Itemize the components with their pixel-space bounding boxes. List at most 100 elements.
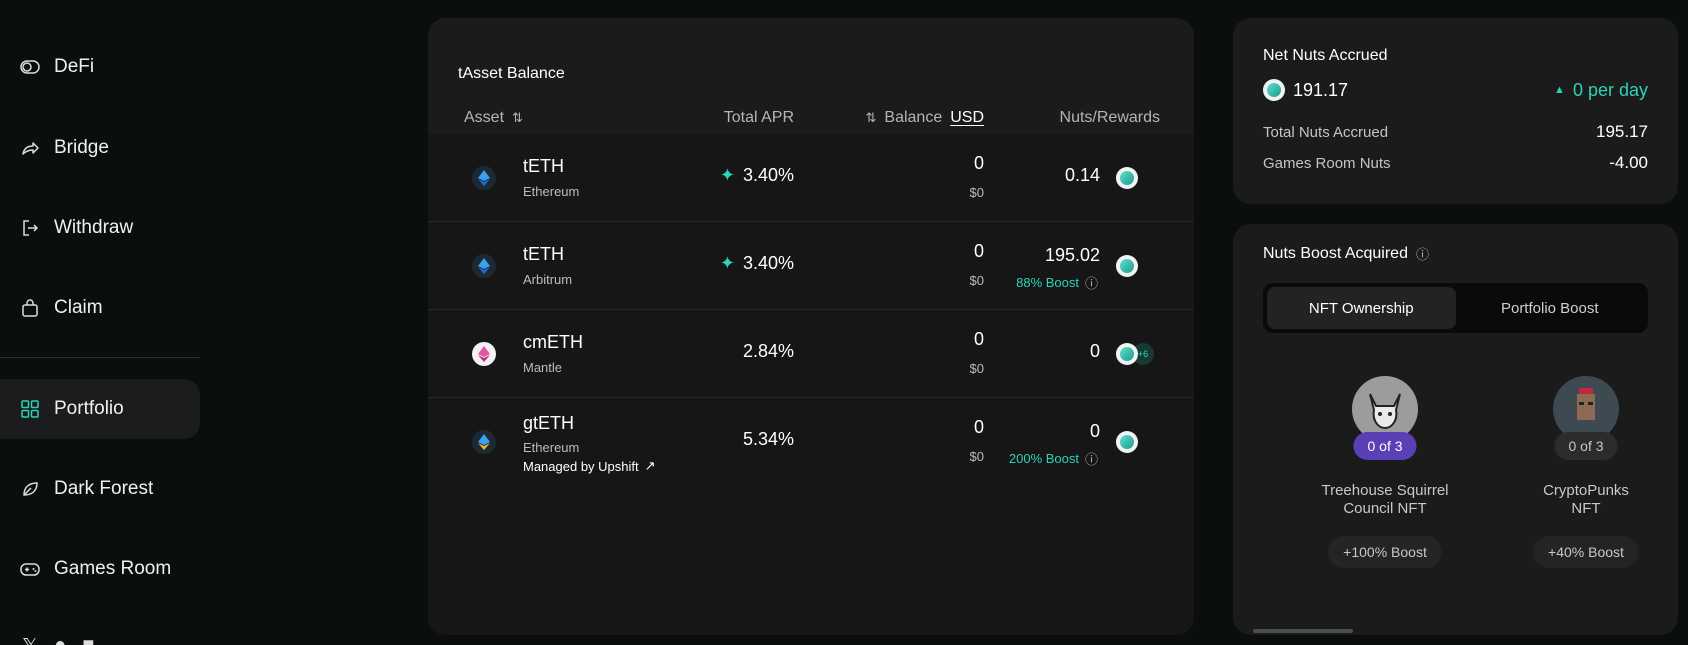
apr-text: 3.40% bbox=[742, 253, 794, 273]
ethereum-icon bbox=[472, 166, 496, 190]
nft-card-cryptopunks[interactable]: 0 of 3 CryptoPunks NFT +40% Boost bbox=[1516, 376, 1656, 568]
apr-value: ✦ 3.40% bbox=[720, 165, 794, 186]
net-nuts-panel: Net Nuts Accrued 191.17 ▲ 0 per day Tota… bbox=[1233, 18, 1678, 204]
balance-usd: $0 bbox=[969, 185, 984, 200]
boost-tabs: NFT Ownership Portfolio Boost bbox=[1263, 283, 1648, 333]
grid-icon bbox=[20, 399, 40, 419]
nav-item-claim[interactable]: Claim bbox=[0, 278, 200, 338]
asset-name: cmETH bbox=[523, 332, 583, 352]
sidebar: DeFi Bridge Withdraw Claim Portfolio Dar… bbox=[0, 0, 200, 645]
bag-icon bbox=[20, 298, 40, 318]
table-body: tETH Ethereum ✦ 3.40% 0 $0 0.14 tETH Arb… bbox=[428, 134, 1194, 635]
logout-icon bbox=[20, 218, 40, 238]
boost-text: 200% Boost bbox=[1008, 451, 1079, 466]
tab-nft-ownership[interactable]: NFT Ownership bbox=[1267, 287, 1456, 329]
apr-value: ✦ 3.40% bbox=[720, 253, 794, 274]
horizontal-scrollbar[interactable] bbox=[1253, 629, 1353, 633]
boost-title-text: Nuts Boost Acquired bbox=[1263, 244, 1408, 262]
asset-name: tETH bbox=[523, 244, 565, 264]
nav-item-portfolio[interactable]: Portfolio bbox=[0, 379, 200, 439]
boost-note: 88% Boost ⓘ bbox=[1016, 273, 1098, 292]
games-nuts-label: Games Room Nuts bbox=[1263, 154, 1391, 172]
docs-icon[interactable]: ■ bbox=[82, 634, 95, 645]
info-icon[interactable]: ⓘ bbox=[1415, 247, 1429, 262]
tasset-balance-panel: tAsset Balance Asset ⇅ Total APR ⇅ Balan… bbox=[428, 18, 1194, 635]
nuts-boost-panel: Nuts Boost Acquired ⓘ NFT Ownership Port… bbox=[1233, 224, 1678, 635]
nft-name: Treehouse Squirrel Council NFT bbox=[1315, 482, 1455, 518]
sort-icon: ⇅ bbox=[865, 110, 877, 125]
nav-item-games-room[interactable]: Games Room bbox=[0, 539, 200, 599]
asset-chain: Arbitrum bbox=[523, 272, 573, 287]
apr-value: 5.34% bbox=[743, 429, 794, 450]
nav-item-bridge[interactable]: Bridge bbox=[0, 118, 200, 178]
nav-item-dark-forest[interactable]: Dark Forest bbox=[0, 459, 200, 519]
balance-value: 0 bbox=[973, 241, 984, 261]
table-row[interactable]: tETH Ethereum ✦ 3.40% 0 $0 0.14 bbox=[428, 134, 1194, 222]
boost-text: 88% Boost bbox=[1016, 275, 1079, 290]
balance-value: 0 bbox=[973, 329, 984, 349]
squirrel-avatar: 0 of 3 bbox=[1352, 376, 1418, 460]
nav-item-defi[interactable]: DeFi bbox=[0, 37, 200, 97]
nft-count-badge: 0 of 3 bbox=[1554, 432, 1618, 460]
external-link-icon: ↗ bbox=[644, 458, 656, 473]
apr-value: 2.84% bbox=[743, 341, 794, 362]
sort-icon: ⇅ bbox=[512, 110, 523, 125]
balance-value: 0 bbox=[973, 417, 984, 437]
nav-label: Withdraw bbox=[54, 217, 134, 238]
more-rewards-badge[interactable]: +6 bbox=[1132, 343, 1154, 365]
sidebar-divider bbox=[0, 357, 200, 358]
asset-chain: Ethereum bbox=[523, 184, 580, 199]
sparkle-icon: ✦ bbox=[719, 165, 735, 185]
apr-text: 5.34% bbox=[742, 429, 794, 449]
nft-boost-pill: +100% Boost bbox=[1328, 536, 1442, 568]
managed-text: Managed by Upshift bbox=[523, 458, 639, 474]
table-row[interactable]: cmETH Mantle 2.84% 0 $0 0 +6 bbox=[428, 310, 1194, 398]
gamepad-icon bbox=[20, 559, 40, 579]
header-asset: Asset bbox=[464, 109, 505, 126]
nft-name-line: NFT bbox=[1571, 500, 1601, 517]
nft-count-badge: 0 of 3 bbox=[1353, 432, 1417, 460]
nuts-value: 0 bbox=[1089, 421, 1100, 441]
table-row[interactable]: tETH Arbitrum ✦ 3.40% 0 $0 195.02 88% Bo… bbox=[428, 222, 1194, 310]
currency-toggle[interactable]: USD bbox=[950, 109, 984, 126]
ethereum-icon bbox=[472, 430, 496, 454]
net-nuts-value: 191.17 bbox=[1263, 79, 1348, 101]
nuts-rate: ▲ 0 per day bbox=[1554, 80, 1648, 101]
asset-chain: Ethereum bbox=[523, 440, 580, 455]
nuts-value: 195.02 bbox=[1044, 245, 1100, 265]
sort-asset-button[interactable]: Asset ⇅ bbox=[464, 109, 523, 127]
asset-name: tETH bbox=[523, 156, 565, 176]
nav-label: Games Room bbox=[54, 558, 172, 579]
x-icon[interactable]: 𝕏 bbox=[22, 634, 38, 645]
total-nuts-row: Total Nuts Accrued 195.17 bbox=[1263, 122, 1648, 142]
punk-avatar: 0 of 3 bbox=[1553, 376, 1619, 460]
discord-icon[interactable]: ● bbox=[54, 634, 67, 645]
share-arrow-icon bbox=[20, 138, 40, 158]
nav-label: Claim bbox=[54, 297, 103, 318]
leaf-icon bbox=[20, 479, 40, 499]
info-icon[interactable]: ⓘ bbox=[1084, 452, 1098, 467]
apr-text: 3.40% bbox=[742, 165, 794, 185]
boost-note: 200% Boost ⓘ bbox=[1009, 449, 1098, 468]
games-nuts-value: -4.00 bbox=[1609, 153, 1648, 172]
games-nuts-row: Games Room Nuts -4.00 bbox=[1263, 153, 1648, 173]
table-row[interactable]: gtETH Ethereum Managed by Upshift ↗ 5.34… bbox=[428, 398, 1194, 486]
nav-label: DeFi bbox=[54, 56, 95, 77]
balance-usd: $0 bbox=[969, 449, 984, 464]
toggle-icon bbox=[20, 57, 40, 77]
nut-coin-icon bbox=[1263, 79, 1285, 101]
asset-chain: Mantle bbox=[523, 360, 563, 375]
sort-balance-button[interactable]: ⇅ Balance USD bbox=[865, 109, 984, 127]
nuts-value: 0.14 bbox=[1064, 165, 1100, 185]
total-nuts-value: 195.17 bbox=[1596, 122, 1648, 141]
info-icon[interactable]: ⓘ bbox=[1084, 276, 1098, 291]
header-nuts: Nuts/Rewards bbox=[1059, 109, 1160, 126]
balance-usd: $0 bbox=[969, 361, 984, 376]
nav-label: Portfolio bbox=[54, 398, 124, 419]
nft-card-treehouse[interactable]: 0 of 3 Treehouse Squirrel Council NFT +1… bbox=[1315, 376, 1455, 568]
nav-item-withdraw[interactable]: Withdraw bbox=[0, 198, 200, 258]
social-links: 𝕏 ● ■ bbox=[22, 634, 94, 645]
nav-label: Dark Forest bbox=[54, 478, 154, 499]
tab-portfolio-boost[interactable]: Portfolio Boost bbox=[1500, 299, 1599, 317]
managed-by-link[interactable]: Managed by Upshift ↗ bbox=[523, 458, 656, 474]
